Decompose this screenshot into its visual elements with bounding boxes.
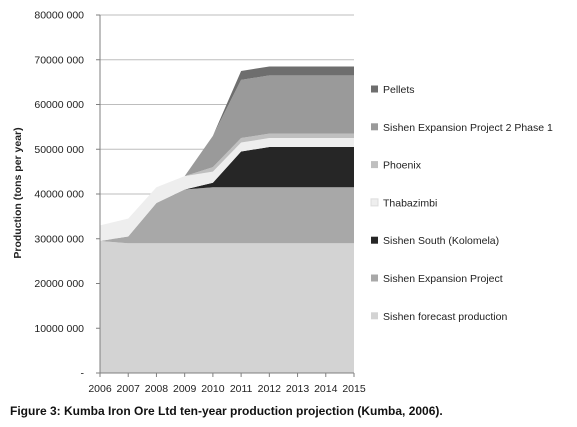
x-tick-label: 2014 xyxy=(314,383,338,395)
axes xyxy=(96,14,355,377)
y-tick-label: 30000 000 xyxy=(34,233,84,245)
x-tick-label: 2010 xyxy=(201,383,225,395)
x-tick-labels: 2006 2007 2008 2009 2010 2011 2012 2013 2014 2015 xyxy=(88,383,366,395)
legend-swatch xyxy=(371,123,378,131)
y-tick-label: - xyxy=(81,368,85,380)
x-tick-label: 2007 xyxy=(117,383,141,395)
legend-label: Thabazimbi xyxy=(383,197,437,209)
x-tick-label: 2006 xyxy=(88,383,112,395)
x-tick-label: 2011 xyxy=(230,383,253,395)
x-tick-label: 2008 xyxy=(145,383,169,395)
y-tick-label: 40000 000 xyxy=(34,189,84,201)
x-tick-label: 2013 xyxy=(286,383,310,395)
y-tick-label: 10000 000 xyxy=(34,323,84,335)
figure-caption: Figure 3: Kumba Iron Ore Ltd ten-year pr… xyxy=(10,404,443,418)
legend-swatch xyxy=(371,161,378,169)
area-sishen-south-kolomela xyxy=(100,147,354,241)
x-tick-label: 2012 xyxy=(258,383,282,395)
x-tick-label: 2015 xyxy=(342,383,366,395)
legend-swatch xyxy=(371,274,378,282)
y-tick-label: 70000 000 xyxy=(34,54,84,66)
y-tick-label: 60000 000 xyxy=(34,99,84,111)
production-area-chart: - 10000 000 20000 000 30000 000 40000 000 500… xyxy=(12,10,553,396)
legend: Pellets Sishen Expansion Project 2 Phase … xyxy=(370,84,553,323)
x-tick-label: 2009 xyxy=(173,383,197,395)
legend-label: Pellets xyxy=(383,84,415,96)
y-tick-label: 20000 000 xyxy=(34,278,84,290)
legend-swatch xyxy=(371,85,378,93)
area-thabazimbi xyxy=(100,138,354,241)
y-tick-labels: - 10000 000 20000 000 30000 000 40000 000 500… xyxy=(34,10,84,380)
y-tick-label: 50000 000 xyxy=(34,144,84,156)
legend-label: Sishen Expansion Project xyxy=(383,273,503,285)
legend-label: Sishen Expansion Project 2 Phase 1 xyxy=(383,122,553,134)
legend-label: Phoenix xyxy=(383,160,422,172)
area-series xyxy=(100,66,354,373)
legend-swatch xyxy=(371,236,378,244)
legend-swatch xyxy=(370,198,379,207)
legend-swatch xyxy=(371,312,378,320)
legend-label: Sishen forecast production xyxy=(383,311,507,323)
y-axis-label: Production (tons per year) xyxy=(12,127,24,258)
area-sishen-expansion-project xyxy=(100,187,354,244)
y-tick-label: 80000 000 xyxy=(34,10,84,22)
legend-label: Sishen South (Kolomela) xyxy=(383,235,499,247)
area-sishen-expansion-project-2-phase-1 xyxy=(100,75,354,226)
area-sishen-forecast-production xyxy=(100,240,354,373)
